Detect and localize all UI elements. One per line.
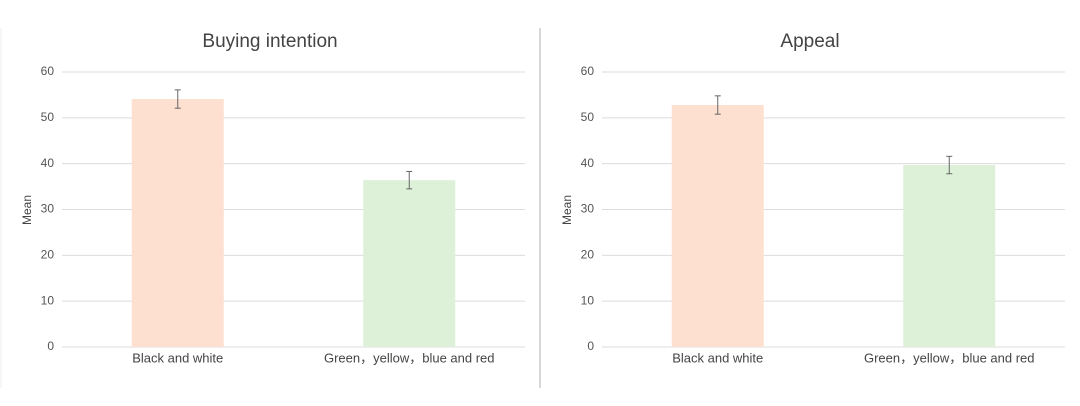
y-tick-label: 30 [581, 202, 595, 216]
y-tick-label: 40 [581, 156, 595, 170]
y-axis-label: Mean [560, 195, 574, 225]
y-tick-label: 10 [41, 293, 55, 307]
y-tick-label: 40 [41, 156, 55, 170]
x-tick-label: Black and white [672, 350, 763, 365]
y-tick-label: 50 [41, 110, 55, 124]
bar [131, 99, 224, 348]
x-tick-label: Black and white [132, 350, 223, 365]
y-tick-label: 0 [587, 339, 594, 353]
error-bar [406, 170, 413, 190]
chart-title: Buying intention [202, 31, 337, 52]
x-tick-label: Green，yellow，blue and red [864, 350, 1035, 365]
chart-title: Appeal [780, 31, 839, 52]
y-tick-label: 20 [41, 248, 55, 262]
error-bar [946, 155, 953, 175]
y-tick-label: 60 [41, 64, 55, 78]
error-bar [174, 89, 181, 109]
y-tick-label: 10 [581, 293, 595, 307]
y-tick-label: 20 [581, 248, 595, 262]
error-bar [714, 95, 721, 115]
y-tick-label: 0 [47, 339, 54, 353]
bar [903, 165, 996, 347]
bar [671, 105, 764, 347]
y-axis-label: Mean [20, 195, 34, 225]
bar [363, 180, 456, 347]
y-tick-label: 60 [581, 64, 595, 78]
x-tick-label: Green，yellow，blue and red [324, 350, 495, 365]
y-tick-label: 30 [41, 202, 55, 216]
y-tick-label: 50 [581, 110, 595, 124]
